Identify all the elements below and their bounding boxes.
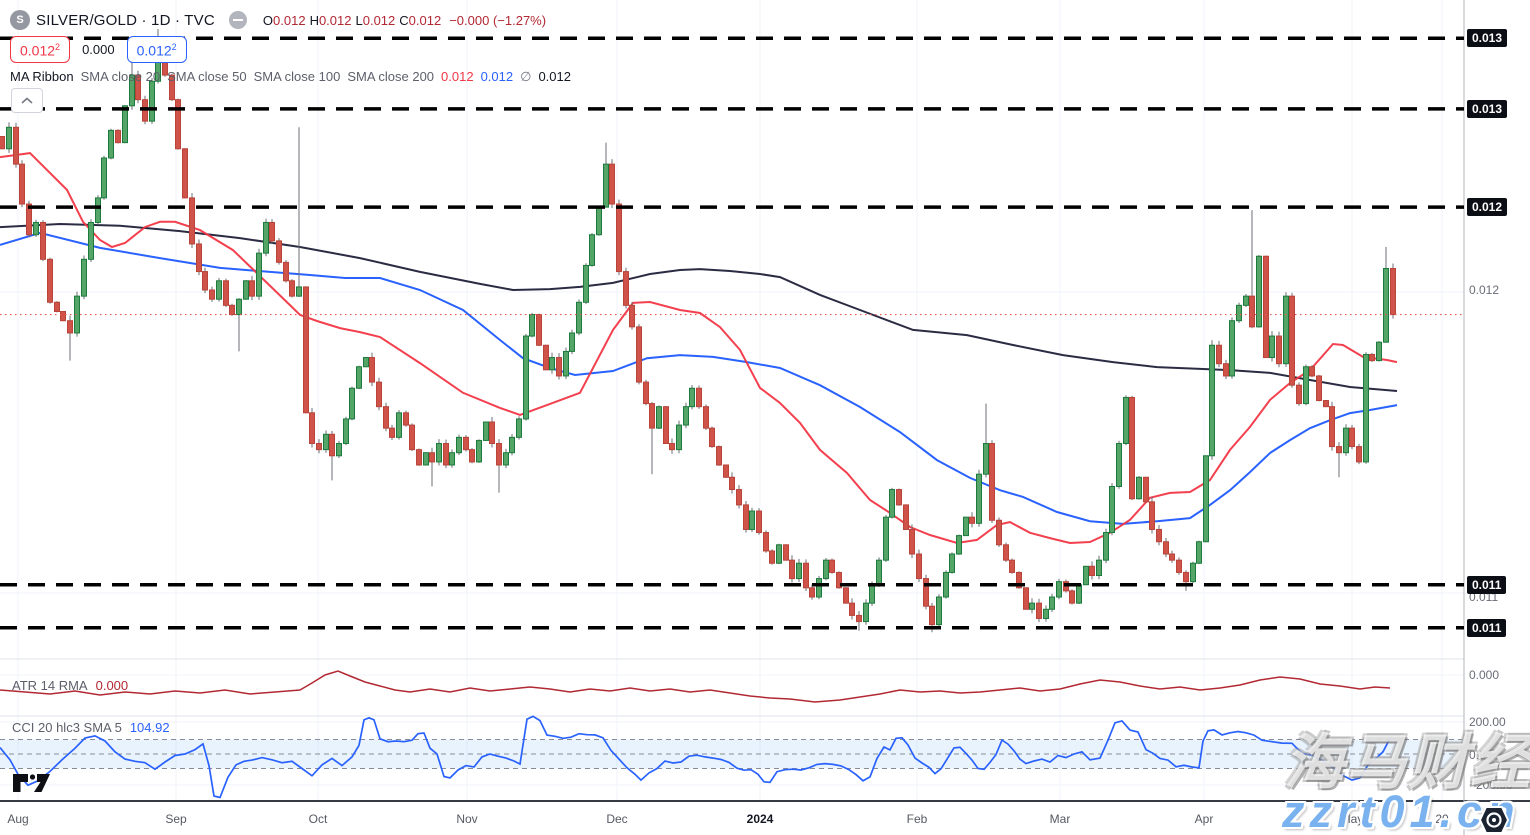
high-value: 0.012 bbox=[318, 12, 352, 28]
ma-value-200: 0.012 bbox=[538, 69, 571, 84]
tradingview-logo-icon[interactable] bbox=[12, 772, 52, 794]
ma-param-20: SMA close 20 bbox=[80, 69, 161, 84]
open-label: O bbox=[262, 12, 274, 28]
level-price-tag: 0.013 bbox=[1467, 99, 1508, 118]
symbol-title[interactable]: SILVER/GOLD · 1D · TVC bbox=[36, 11, 215, 29]
time-axis-label: Feb bbox=[906, 812, 928, 826]
time-axis-label: Aug bbox=[7, 812, 29, 826]
spread-value: 0.000 bbox=[80, 41, 117, 57]
open-value: 0.012 bbox=[273, 12, 306, 28]
cci-legend[interactable]: CCI 20 hlc3 SMA 5 104.92 bbox=[12, 720, 170, 735]
ask-price-box: 0.0122 bbox=[126, 36, 187, 63]
cci-legend-title: CCI 20 hlc3 SMA 5 bbox=[12, 720, 122, 735]
time-axis-label: Apr bbox=[1194, 812, 1214, 826]
time-axis-label: Mar bbox=[1049, 812, 1071, 826]
ma-value-100: 0.012 bbox=[480, 69, 514, 84]
atr-value: 0.000 bbox=[95, 678, 129, 693]
close-label: C bbox=[399, 12, 409, 28]
low-label: L bbox=[355, 12, 363, 28]
level-price-tag: 0.011 bbox=[1467, 575, 1507, 594]
price-axis-label: 0.000 bbox=[1469, 668, 1500, 682]
time-axis-label: Sep bbox=[165, 812, 187, 826]
cci-value: 104.92 bbox=[129, 720, 170, 735]
price-axis-label: −200.00 bbox=[1469, 778, 1513, 792]
atr-legend-title: ATR 14 RMA bbox=[12, 678, 88, 693]
ma-param-200: SMA close 200 bbox=[347, 69, 435, 84]
ma-ribbon-title: MA Ribbon bbox=[10, 69, 74, 84]
ma-param-100: SMA close 100 bbox=[253, 69, 341, 84]
watermark-hexagon-icon bbox=[1478, 806, 1510, 834]
time-axis-label: Oct bbox=[308, 812, 328, 826]
watermark-url: zzrt01.cn bbox=[1282, 786, 1520, 835]
price-box-row: 0.0122 0.000 0.0122 bbox=[10, 36, 187, 63]
symbol-header: S SILVER/GOLD · 1D · TVC O0.012 H0.012 L… bbox=[10, 8, 546, 32]
ma-ribbon-legend[interactable]: MA Ribbon SMA close 20 SMA close 50 SMA … bbox=[10, 69, 571, 85]
time-axis-label: 20 bbox=[1435, 812, 1449, 826]
time-axis-label: Dec bbox=[606, 812, 628, 826]
time-axis-label: May bbox=[1340, 812, 1364, 826]
level-price-tag: 0.013 bbox=[1467, 29, 1508, 48]
price-axis-label: 200.00 bbox=[1469, 715, 1506, 729]
price-axis-label: 0.00 bbox=[1469, 748, 1493, 762]
ma-value-20: 0.012 bbox=[441, 69, 474, 84]
price-axis-label: 0.012 bbox=[1469, 283, 1500, 297]
close-value: 0.012 bbox=[408, 12, 442, 28]
chevron-up-icon bbox=[21, 96, 33, 104]
symbol-logo: S bbox=[10, 10, 30, 30]
low-value: 0.012 bbox=[362, 12, 396, 28]
time-axis-label: Nov bbox=[456, 812, 478, 826]
change-value: −0.000 (−1.27%) bbox=[449, 12, 547, 28]
ohlc-values: O0.012 H0.012 L0.012 C0.012 −0.000 (−1.2… bbox=[263, 13, 546, 28]
high-label: H bbox=[309, 12, 319, 28]
collapse-toolbar-button[interactable] bbox=[11, 88, 43, 113]
level-price-tag: 0.011 bbox=[1467, 618, 1507, 637]
atr-legend[interactable]: ATR 14 RMA 0.000 bbox=[12, 678, 128, 693]
collapse-legend-icon[interactable] bbox=[228, 11, 247, 29]
level-price-tag: 0.012 bbox=[1467, 198, 1508, 217]
ma-value-phi: ∅ bbox=[520, 69, 532, 84]
bid-price-box: 0.0122 bbox=[10, 36, 71, 63]
time-axis-label: 2024 bbox=[746, 812, 774, 826]
watermark-text-cn: 海马财经 bbox=[1284, 729, 1530, 796]
ma-param-50: SMA close 50 bbox=[167, 69, 247, 84]
